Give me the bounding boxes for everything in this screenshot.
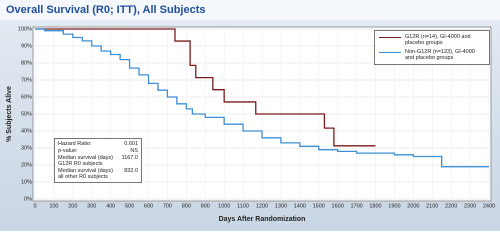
legend-swatch	[379, 37, 401, 38]
x-tick-label: 2000	[407, 203, 419, 209]
x-tick-label: 1100	[237, 203, 249, 209]
y-tick-label: 50%	[21, 111, 32, 117]
y-tick-label: 70%	[21, 77, 32, 83]
x-tick-label: 1000	[218, 203, 230, 209]
x-tick-label: 1600	[332, 203, 344, 209]
stats-box: Hazard Ratio: 0.601 p-value: NS Median survi…	[54, 138, 142, 183]
y-axis-label: % Subjects Alive	[6, 86, 13, 142]
x-tick-label: 500	[125, 203, 134, 209]
y-tick-label: 100%	[18, 26, 32, 32]
stat-value: 0.601	[124, 141, 138, 147]
stat-row: Median survival (days) G12R R0 subjects 1…	[58, 155, 138, 167]
x-tick-label: 2400	[483, 203, 495, 209]
legend: G12R (n=14), GI-4000 and placebo groups N…	[374, 30, 490, 65]
x-tick-label: 0	[33, 203, 36, 209]
stat-label: p-value:	[58, 148, 78, 154]
x-tick-label: 1200	[256, 203, 268, 209]
x-tick-label: 1400	[294, 203, 306, 209]
legend-label: Non-G12R (n=123), GI-4000 and placebo gr…	[405, 49, 475, 61]
y-tick-label: 60%	[21, 94, 32, 100]
y-tick-label: 40%	[21, 128, 32, 134]
chart: Overall Survival (R0; ITT), All Subjects…	[0, 0, 500, 231]
stat-row: Median survival (days) all other R0 subj…	[58, 168, 138, 180]
stat-value: 832.0	[124, 168, 138, 174]
survival-curve	[35, 28, 489, 168]
y-tick-label: 30%	[21, 145, 32, 151]
y-tick-label: 90%	[21, 43, 32, 49]
x-axis-label: Days After Randomization	[219, 216, 306, 223]
stat-value: NS	[130, 148, 138, 154]
x-tick-label: 1500	[313, 203, 325, 209]
legend-swatch	[379, 52, 401, 53]
x-tick-label: 1800	[369, 203, 381, 209]
stat-value: 1167.0	[121, 155, 138, 161]
x-tick-label: 1900	[388, 203, 400, 209]
y-tick-label: 80%	[21, 60, 32, 66]
stat-label: Hazard Ratio:	[58, 141, 92, 147]
x-tick-label: 200	[68, 203, 77, 209]
x-tick-label: 100	[49, 203, 58, 209]
x-tick-label: 800	[182, 203, 191, 209]
x-tick-label: 1300	[275, 203, 287, 209]
legend-label: G12R (n=14), GI-4000 and placebo groups	[405, 34, 471, 46]
chart-title: Overall Survival (R0; ITT), All Subjects	[6, 4, 205, 16]
x-tick-label: 700	[163, 203, 172, 209]
x-tick-label: 400	[106, 203, 115, 209]
x-tick-label: 1700	[350, 203, 362, 209]
x-tick-label: 2100	[426, 203, 438, 209]
y-tick-label: 10%	[21, 179, 32, 185]
legend-entry: G12R (n=14), GI-4000 and placebo groups	[379, 34, 485, 46]
x-tick-label: 300	[87, 203, 96, 209]
stat-label: Median survival (days) G12R R0 subjects	[58, 155, 114, 167]
x-tick-label: 900	[201, 203, 210, 209]
x-tick-label: 600	[144, 203, 153, 209]
legend-entry: Non-G12R (n=123), GI-4000 and placebo gr…	[379, 49, 485, 61]
y-tick-label: 0%	[24, 196, 32, 202]
stat-row: Hazard Ratio: 0.601	[58, 141, 138, 147]
x-tick-label: 2200	[445, 203, 457, 209]
y-tick-label: 20%	[21, 162, 32, 168]
title-bar	[0, 0, 500, 20]
stat-row: p-value: NS	[58, 148, 138, 154]
stat-label: Median survival (days) all other R0 subj…	[58, 168, 114, 180]
x-tick-label: 2300	[464, 203, 476, 209]
survival-curve	[35, 28, 376, 147]
